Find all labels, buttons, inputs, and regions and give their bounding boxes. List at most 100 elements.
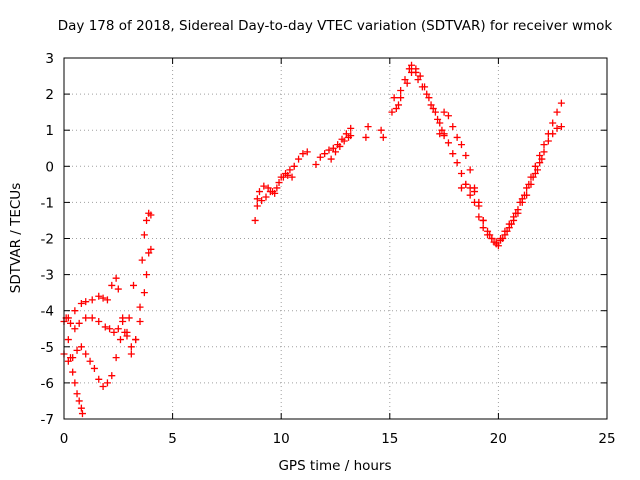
data-point — [471, 188, 479, 196]
data-point — [77, 404, 85, 412]
series-track-9 — [362, 61, 448, 141]
x-tick-label: 15 — [381, 431, 398, 447]
data-point — [536, 151, 544, 159]
data-point — [303, 148, 311, 156]
data-point — [440, 132, 448, 140]
data-point — [295, 155, 303, 163]
data-point — [397, 94, 405, 102]
data-point — [479, 224, 487, 232]
data-point — [453, 159, 461, 167]
series-track-1 — [60, 245, 155, 351]
data-point — [444, 139, 452, 147]
data-point — [140, 231, 148, 239]
data-point — [95, 292, 103, 300]
y-tick-label: 1 — [45, 123, 54, 139]
x-tick-labels: 0 5 10 15 20 25 — [60, 431, 616, 447]
data-point — [75, 319, 83, 327]
data-point — [73, 346, 81, 354]
data-point — [77, 299, 85, 307]
data-point — [147, 245, 155, 253]
data-point — [405, 65, 413, 73]
y-tick-label: -4 — [41, 304, 54, 320]
series-track-2 — [62, 209, 155, 358]
x-tick-label: 5 — [168, 431, 177, 447]
data-point — [553, 124, 561, 132]
data-point — [403, 79, 411, 87]
data-point — [336, 142, 344, 150]
plot-frame — [63, 57, 608, 420]
y-tick-label: -3 — [41, 268, 54, 284]
x-tick-label: 10 — [273, 431, 290, 447]
series-track-8 — [327, 132, 355, 163]
data-point — [390, 94, 398, 102]
data-point — [377, 126, 385, 134]
data-point — [408, 68, 416, 76]
data-point — [529, 173, 537, 181]
data-point — [71, 325, 79, 333]
data-point — [327, 155, 335, 163]
y-tick-label: -6 — [41, 376, 54, 392]
data-point — [82, 350, 90, 358]
data-point — [431, 108, 439, 116]
data-point — [501, 231, 509, 239]
data-point — [364, 123, 372, 131]
data-point — [494, 242, 502, 250]
data-point — [116, 336, 124, 344]
data-point — [412, 65, 420, 73]
data-point — [125, 314, 133, 322]
data-point — [143, 216, 151, 224]
data-point — [379, 133, 387, 141]
data-point — [388, 108, 396, 116]
data-point — [99, 383, 107, 391]
data-point — [253, 195, 261, 203]
data-point — [440, 108, 448, 116]
data-point — [503, 227, 511, 235]
data-point — [479, 216, 487, 224]
data-point — [438, 126, 446, 134]
y-tick-label: 0 — [45, 159, 54, 175]
data-point — [544, 137, 552, 145]
data-point — [457, 141, 465, 149]
data-point — [510, 216, 518, 224]
data-point — [507, 220, 515, 228]
data-point — [88, 296, 96, 304]
data-point — [531, 162, 539, 170]
data-point — [82, 314, 90, 322]
data-point — [299, 150, 307, 158]
data-point — [549, 130, 557, 138]
data-point — [475, 198, 483, 206]
data-point — [557, 99, 565, 107]
data-point — [288, 173, 296, 181]
data-point — [416, 72, 424, 80]
data-point — [490, 238, 498, 246]
data-point — [525, 180, 533, 188]
data-point — [486, 231, 494, 239]
data-point — [82, 298, 90, 306]
data-point — [449, 123, 457, 131]
data-point — [110, 328, 118, 336]
data-point — [101, 323, 109, 331]
data-point — [271, 189, 279, 197]
data-point — [286, 166, 294, 174]
data-point — [264, 184, 272, 192]
data-point — [533, 166, 541, 174]
data-point — [449, 150, 457, 158]
data-point — [421, 83, 429, 91]
data-point — [457, 170, 465, 178]
y-tick-labels: -7 -6 -5 -4 -3 -2 -1 0 1 2 3 — [41, 51, 54, 428]
data-point — [140, 289, 148, 297]
data-point — [123, 332, 131, 340]
data-point — [75, 397, 83, 405]
data-point — [255, 188, 263, 196]
data-point — [266, 188, 274, 196]
data-point — [316, 153, 324, 161]
y-tick-label: 2 — [45, 87, 54, 103]
series-track-6 — [253, 171, 296, 205]
data-point — [108, 281, 116, 289]
data-point — [64, 357, 72, 365]
data-point — [284, 171, 292, 179]
data-point — [466, 191, 474, 199]
data-point — [95, 375, 103, 383]
data-point — [121, 328, 129, 336]
